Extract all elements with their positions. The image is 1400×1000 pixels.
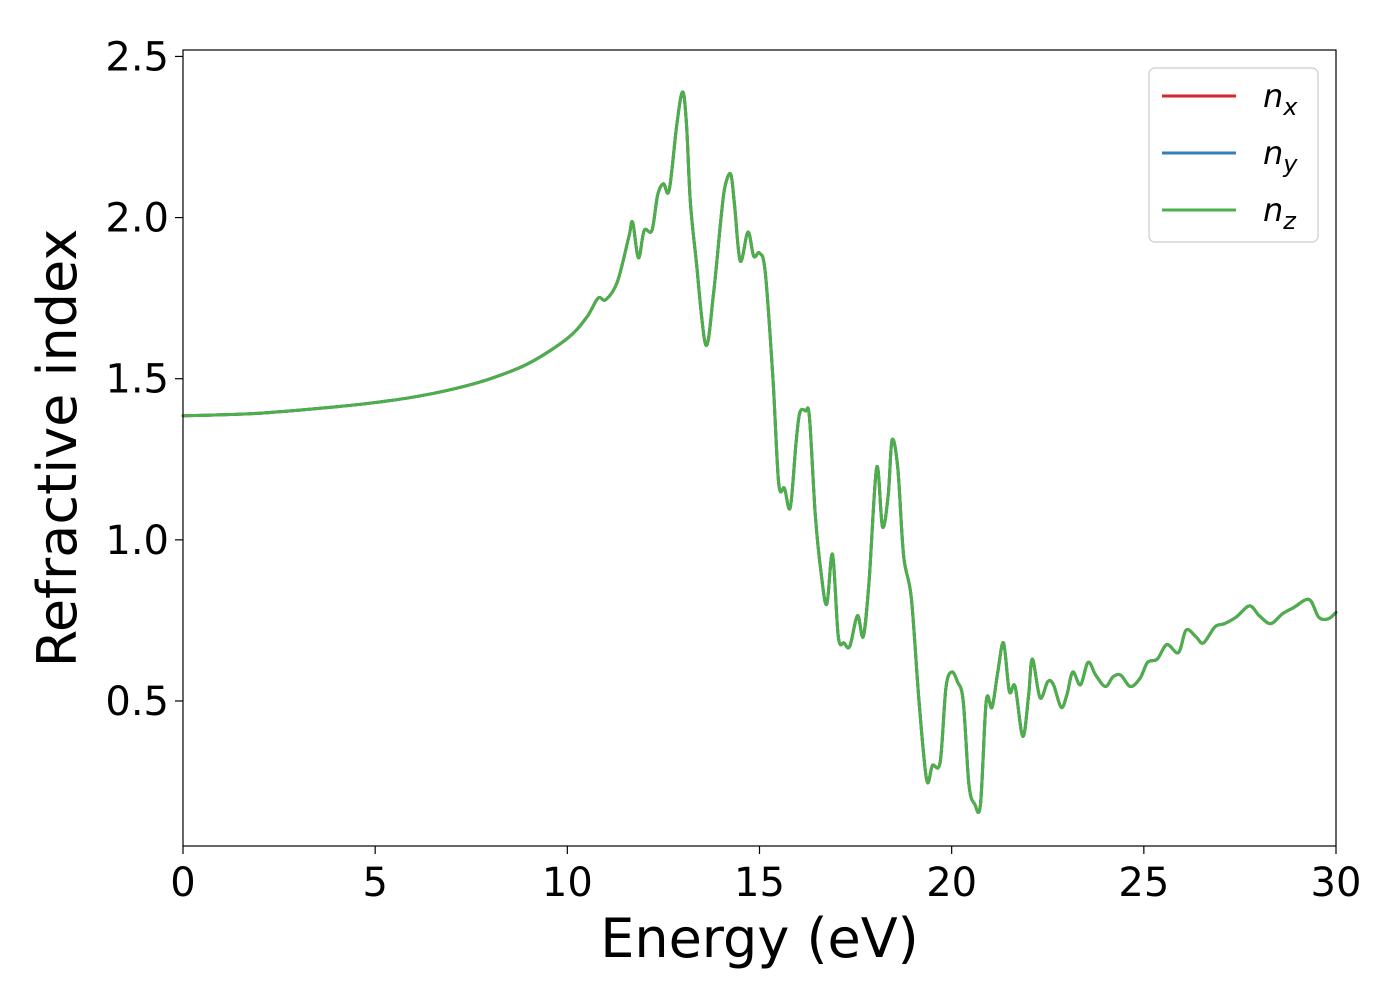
- y-tick-label: 0.5: [105, 679, 169, 725]
- legend-label-subscript: x: [1282, 93, 1298, 121]
- legend-label-nz: nz: [1263, 191, 1297, 235]
- x-tick-label: 0: [170, 860, 195, 906]
- legend-label-base: n: [1263, 134, 1283, 172]
- y-tick-label: 1.0: [105, 518, 169, 564]
- x-tick-label: 10: [542, 860, 593, 906]
- legend-label-ny: ny: [1263, 134, 1298, 178]
- legend-label-subscript: z: [1282, 207, 1297, 235]
- x-tick-label: 5: [362, 860, 387, 906]
- x-tick-label: 20: [926, 860, 977, 906]
- legend-label-nx: nx: [1263, 77, 1298, 121]
- series-layer: [181, 90, 1338, 815]
- y-tick-label: 2.0: [105, 196, 169, 242]
- legend-label-base: n: [1263, 191, 1283, 229]
- legend-label-base: n: [1263, 77, 1283, 115]
- y-tick-label: 2.5: [105, 34, 169, 80]
- x-axis-title: Energy (eV): [600, 907, 919, 970]
- legend-label-subscript: y: [1282, 150, 1298, 178]
- plot-background: [183, 50, 1336, 846]
- x-tick-label: 25: [1118, 860, 1169, 906]
- series-line-nz: [181, 90, 1338, 815]
- y-axis-title: Refractive index: [26, 229, 89, 668]
- x-tick-label: 15: [734, 860, 785, 906]
- x-tick-label: 30: [1311, 860, 1362, 906]
- y-axis: 0.5 1.0 1.5 2.0 2.5: [105, 34, 183, 725]
- x-axis: 0 5 10 15 20 25 30: [170, 846, 1361, 906]
- y-tick-label: 1.5: [105, 357, 169, 403]
- legend-box: [1148, 67, 1319, 243]
